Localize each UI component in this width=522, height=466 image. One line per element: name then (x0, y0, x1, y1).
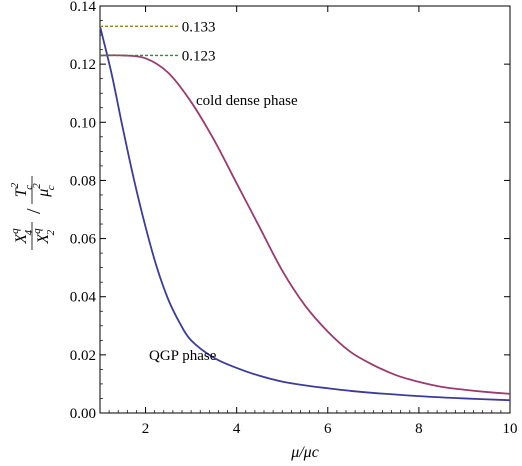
annotation-cold-dense-phase: cold dense phase (196, 93, 298, 109)
y-tick-label: 0.10 (70, 115, 96, 131)
series-line-cold-dense-phase (99, 54, 511, 395)
x-tick-label: 8 (415, 421, 423, 437)
reference-line-label: 0.133 (182, 19, 216, 35)
svg-text:Xq2: Xq 2 (31, 228, 57, 245)
y-tick-label: 0.14 (70, 0, 97, 15)
x-tick-label: 2 (142, 421, 150, 437)
x-tick-label: 4 (233, 421, 241, 437)
reference-lines: 0.133 0.123 (100, 19, 215, 64)
svg-text:μ2c: μ2 c (31, 183, 57, 198)
axis-ticks: 2 4 6 8 10 0.00 0.02 0.04 0.06 0.08 0.10 0.12 0.14 (70, 0, 518, 437)
x-tick-label: 10 (503, 421, 518, 437)
annotation-qgp-phase: QGP phase (149, 348, 217, 364)
series-line-qgp-phase (99, 26, 511, 402)
y-axis-label: Xq 4 Xq 2 / T2 c μ2 c (9, 176, 57, 250)
x-axis-label: μ/μc (290, 444, 319, 461)
y-tick-label: 0.00 (70, 406, 96, 422)
reference-line-label: 0.123 (182, 48, 216, 64)
y-tick-label: 0.06 (70, 232, 97, 248)
x-tick-label: 6 (324, 421, 332, 437)
y-tick-label: 0.08 (70, 173, 96, 189)
series-layer (99, 26, 511, 402)
y-tick-label: 0.04 (70, 290, 97, 306)
svg-text:/: / (23, 208, 45, 214)
svg-text:T2c: T2 c (9, 182, 35, 197)
y-tick-label: 0.12 (70, 57, 96, 73)
svg-text:Xq4: Xq 4 (9, 228, 35, 245)
y-tick-label: 0.02 (70, 348, 96, 364)
